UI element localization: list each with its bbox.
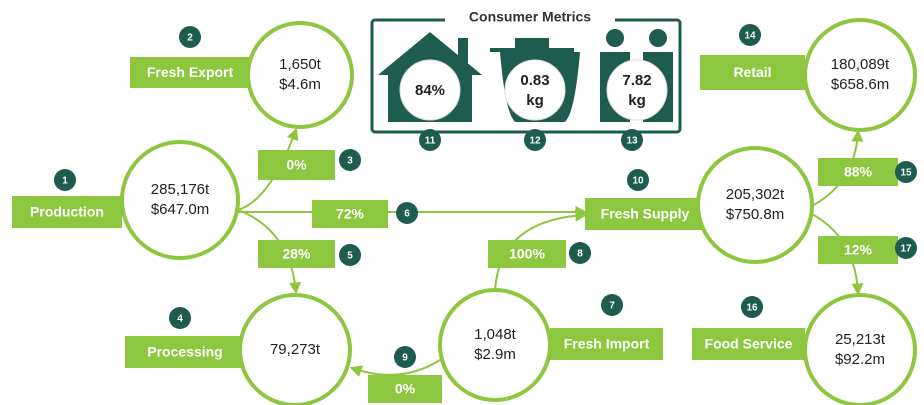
badge-number: 13 <box>626 136 638 147</box>
metric-unit: kg <box>628 92 646 109</box>
flow-box <box>258 150 335 180</box>
node-value: $647.0m <box>151 201 209 218</box>
node-value: $92.2m <box>835 351 885 368</box>
consumer-metrics: Consumer Metrics <box>370 9 682 134</box>
metric-value: 0.83 <box>520 72 549 89</box>
node-circle <box>246 21 354 129</box>
node-circle <box>803 293 917 405</box>
badge-number: 4 <box>177 314 183 325</box>
badge-number: 6 <box>404 209 410 220</box>
badge <box>419 129 441 151</box>
node-label-box <box>125 336 245 368</box>
node-label: Fresh Supply <box>601 206 690 222</box>
flow-box <box>368 375 442 403</box>
node-label: Retail <box>733 64 771 80</box>
node-value: 205,302t <box>726 186 785 203</box>
badge-number: 15 <box>900 168 912 179</box>
flow-box <box>312 200 388 228</box>
node-value: $4.6m <box>279 76 321 93</box>
badge-number: 1 <box>62 176 68 187</box>
node-value: $2.9m <box>474 346 516 363</box>
flow-box <box>818 236 898 264</box>
badge-number: 12 <box>529 136 541 147</box>
node-label-box <box>12 196 122 228</box>
badge <box>396 202 418 224</box>
node-value: 285,176t <box>151 181 210 198</box>
badge-number: 3 <box>347 156 353 167</box>
badge-number: 17 <box>900 244 912 255</box>
badge-number: 9 <box>402 353 408 364</box>
node-label-box <box>692 328 805 360</box>
node-value: 180,089t <box>831 56 890 73</box>
node-value: 25,213t <box>835 331 886 348</box>
badge-number: 16 <box>746 303 758 314</box>
badge <box>339 149 361 171</box>
badge-number: 14 <box>744 31 756 42</box>
badge <box>741 296 763 318</box>
node-label: Fresh Export <box>147 64 234 80</box>
flow-value: 88% <box>844 164 873 180</box>
badge <box>54 169 76 191</box>
flow-box <box>488 240 566 268</box>
node-label: Fresh Import <box>564 336 650 352</box>
node-value: 1,048t <box>474 326 517 343</box>
flow-value: 72% <box>336 206 365 222</box>
badge-number: 2 <box>187 33 193 44</box>
node-circle <box>438 288 552 402</box>
badge <box>394 346 416 368</box>
node-value: 1,650t <box>279 56 322 73</box>
badge-number: 10 <box>632 176 644 187</box>
node-circle <box>238 293 352 405</box>
node-circle <box>696 146 814 264</box>
badge <box>627 169 649 191</box>
metric-value: 84% <box>415 82 445 99</box>
badge-number: 5 <box>347 251 353 262</box>
badge <box>179 26 201 48</box>
badge <box>621 129 643 151</box>
badge-number: 11 <box>425 136 436 147</box>
flow-box <box>818 158 898 186</box>
flow-value: 12% <box>844 242 873 258</box>
node-label: Production <box>30 204 104 220</box>
badge <box>895 237 917 259</box>
metric-unit: kg <box>526 92 544 109</box>
node-value: $658.6m <box>831 76 889 93</box>
flow-value: 28% <box>282 246 311 262</box>
node-value: $750.8m <box>726 206 784 223</box>
metrics-title: Consumer Metrics <box>469 9 591 25</box>
badge <box>739 24 761 46</box>
node-circle <box>120 140 240 260</box>
node-circle <box>803 18 917 132</box>
flow-value: 100% <box>509 246 545 262</box>
badge <box>169 307 191 329</box>
badge <box>569 242 591 264</box>
metric-value: 7.82 <box>622 72 651 89</box>
flow-value: 0% <box>395 381 416 397</box>
node-label: Food Service <box>705 336 793 352</box>
badge <box>601 294 623 316</box>
node-value: 79,273t <box>270 341 321 358</box>
node-label-box <box>585 198 705 230</box>
badge <box>895 161 917 183</box>
flow-box <box>258 240 335 268</box>
node-label-box <box>550 328 663 360</box>
badge-number: 7 <box>609 301 615 312</box>
node-label: Processing <box>147 344 222 360</box>
dynamic: 84%110.83kg127.82kg13Production285,176t$… <box>12 18 917 405</box>
flow-value: 0% <box>286 157 307 173</box>
badge <box>339 244 361 266</box>
badge <box>524 129 546 151</box>
node-label-box <box>700 55 805 90</box>
node-label-box <box>130 57 250 88</box>
badge-number: 8 <box>577 249 583 260</box>
